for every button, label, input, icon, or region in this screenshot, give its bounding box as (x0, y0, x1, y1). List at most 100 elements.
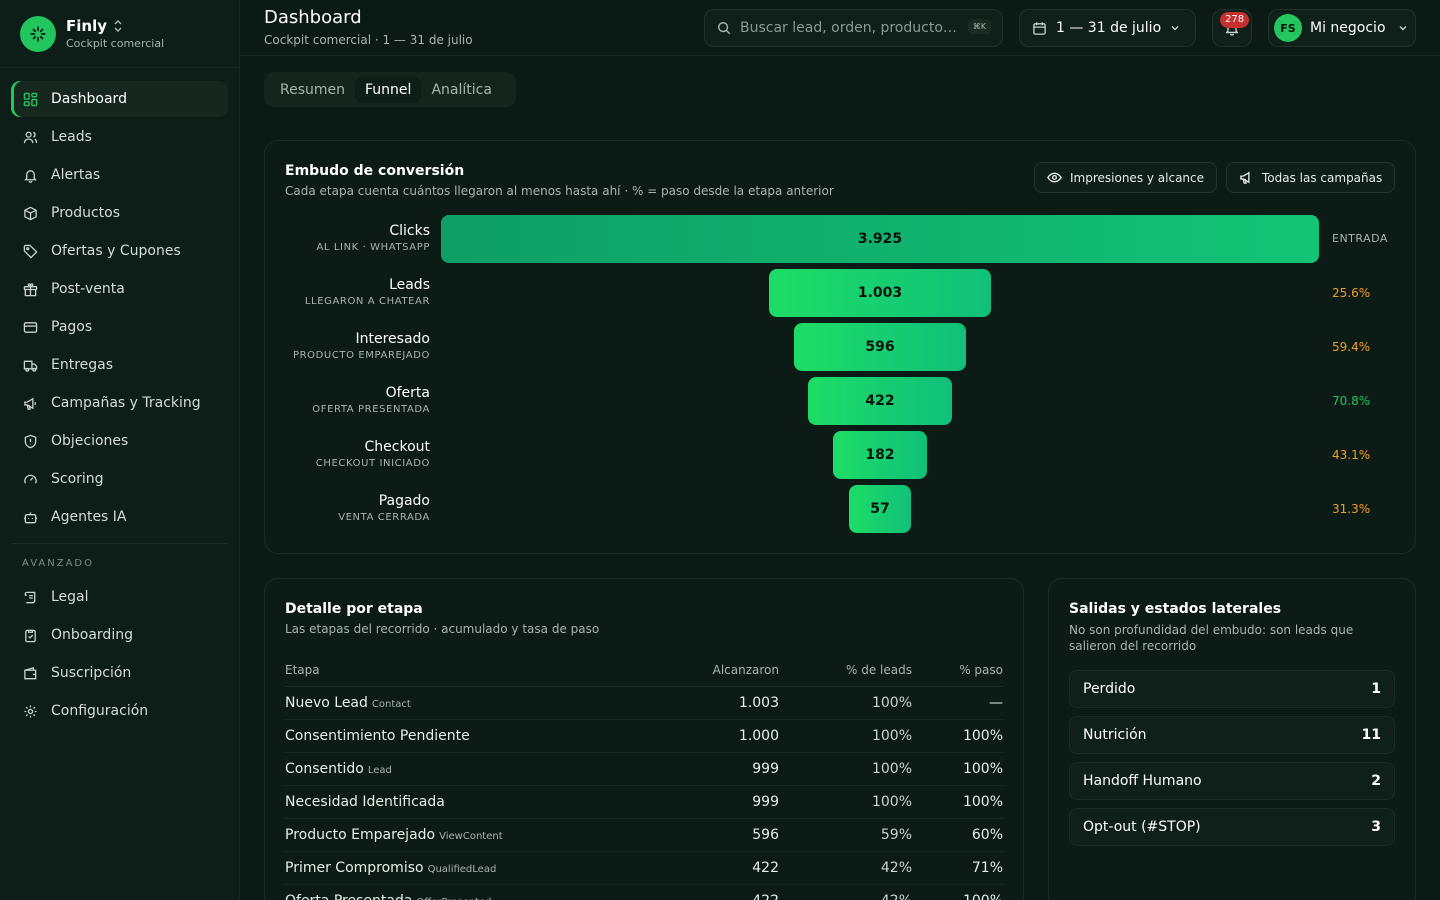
reached-cell: 1.003 (659, 686, 779, 720)
funnel-stage-rate: 43.1% (1332, 448, 1371, 462)
funnel-stage-description: OFERTA PRESENTADA (312, 404, 430, 415)
table-row[interactable]: Producto Emparejado ViewContent 596 59% 60% (285, 818, 1003, 852)
funnel-stage-row: Oferta OFERTA PRESENTADA 422 70.8% (265, 377, 1417, 425)
exit-item[interactable]: Nutrición 11 (1069, 716, 1395, 754)
wallet-icon (22, 665, 38, 681)
sidebar-item-postventa[interactable]: Post-venta (11, 271, 228, 307)
sidebar-item-label: Dashboard (51, 91, 127, 107)
page-subtitle: Cockpit comercial · 1 — 31 de julio (264, 33, 473, 47)
exit-item[interactable]: Perdido 1 (1069, 670, 1395, 708)
funnel-stage-description: LLEGARON A CHATEAR (304, 296, 430, 307)
brand-logo-icon (20, 15, 56, 52)
sidebar-item-entregas[interactable]: Entregas (11, 347, 228, 383)
sidebar-item-alertas[interactable]: Alertas (11, 157, 228, 193)
exit-label: Opt-out (#STOP) (1083, 819, 1201, 835)
stage-name: Necesidad Identificada (285, 793, 445, 810)
funnel-bar[interactable]: 3.925 (441, 215, 1319, 263)
funnel-stage-name: Pagado (378, 493, 430, 509)
sidebar-item-onboarding[interactable]: Onboarding (11, 617, 228, 653)
reached-cell: 422 (659, 851, 779, 885)
sidebar-item-label: Alertas (51, 167, 101, 183)
funnel-stage-rate: 31.3% (1332, 502, 1371, 516)
sidebar-item-label: Post-venta (51, 281, 125, 297)
megaphone-icon (1239, 170, 1254, 185)
brand[interactable]: Finly Cockpit comercial (0, 0, 239, 68)
funnel-stage-description: AL LINK · WHATSAPP (316, 242, 430, 253)
search-bar[interactable]: ⌘K (704, 9, 1003, 47)
table-row[interactable]: Oferta Presentada OfferPresented 42242%100… (285, 884, 1003, 900)
chevron-down-icon (1170, 23, 1180, 33)
exit-item[interactable]: Handoff Humano 2 (1069, 762, 1395, 800)
sidebar-item-label: Scoring (51, 471, 104, 487)
tab-analitica[interactable]: Analítica (431, 81, 492, 98)
funnel-bar[interactable]: 596 (794, 323, 966, 371)
pct-step-cell: 71% (912, 851, 1003, 885)
date-range-button[interactable]: 1 — 31 de julio (1019, 9, 1196, 47)
stage-cell: Consentido Lead (285, 752, 659, 786)
sidebar-item-configuracion[interactable]: Configuración (11, 693, 228, 729)
sidebar-item-label: Suscripción (51, 665, 132, 681)
reached-cell: 422 (659, 884, 779, 900)
search-input[interactable] (740, 20, 960, 36)
funnel-bar[interactable]: 422 (808, 377, 952, 425)
stage-cell: Producto Emparejado ViewContent (285, 818, 659, 852)
funnel-stage-rate: ENTRADA (1332, 232, 1388, 245)
funnel-bar-value: 1.003 (857, 285, 903, 301)
sidebar-item-legal[interactable]: Legal (11, 579, 228, 615)
sidebar-item-scoring[interactable]: Scoring (11, 461, 228, 497)
exit-label: Nutrición (1083, 727, 1147, 743)
table-row[interactable]: Consentimiento Pendiente 1.000 100% 100% (285, 719, 1003, 753)
top-header: Dashboard Cockpit comercial · 1 — 31 de … (240, 0, 1440, 56)
brand-subtitle: Cockpit comercial (66, 37, 165, 50)
funnel-title: Embudo de conversión (285, 163, 465, 179)
tab-funnel[interactable]: Funnel (355, 76, 422, 103)
sidebar-item-dashboard[interactable]: Dashboard (11, 81, 228, 117)
sidebar-item-agentes[interactable]: Agentes IA (11, 499, 228, 535)
sidebar-item-ofertas[interactable]: Ofertas y Cupones (11, 233, 228, 269)
table-row[interactable]: Necesidad Identificada 999 100% 100% (285, 785, 1003, 819)
card-icon (22, 319, 38, 335)
sidebar-item-productos[interactable]: Productos (11, 195, 228, 231)
reached-cell: 999 (659, 785, 779, 819)
sidebar-item-label: Legal (51, 589, 89, 605)
exits-subtitle: No son profundidad del embudo: son leads… (1069, 623, 1354, 653)
reached-cell: 1.000 (659, 719, 779, 753)
table-row[interactable]: Primer Compromiso QualifiedLead 422 42% 71% (285, 851, 1003, 885)
tab-resumen[interactable]: Resumen (280, 81, 346, 98)
campaign-filter-button[interactable]: Todas las campañas (1226, 162, 1396, 193)
funnel-stage-name: Interesado (355, 331, 431, 347)
funnel-bar[interactable]: 182 (832, 431, 928, 479)
sidebar-item-objeciones[interactable]: Objeciones (11, 423, 228, 459)
page-title: Dashboard (264, 7, 362, 28)
funnel-stage-name: Clicks (389, 223, 430, 239)
funnel-bar-value: 596 (865, 339, 895, 355)
exit-item[interactable]: Opt-out (#STOP) 3 (1069, 808, 1395, 846)
funnel-stage-description: CHECKOUT INICIADO (315, 458, 430, 469)
sidebar-item-suscripcion[interactable]: Suscripción (11, 655, 228, 691)
table-row[interactable]: Nuevo Lead Contact 1.003 100% — (285, 686, 1003, 720)
sidebar-item-pagos[interactable]: Pagos (11, 309, 228, 345)
stage-cell: Primer Compromiso QualifiedLead (285, 851, 659, 885)
funnel-stage-description: VENTA CERRADA (338, 512, 430, 523)
funnel-stage-name: Leads (389, 277, 430, 293)
exit-count: 2 (1371, 773, 1381, 789)
funnel-bar[interactable]: 1.003 (769, 269, 991, 317)
pct-leads-cell: 59% (779, 818, 912, 852)
funnel-stage-row: Pagado VENTA CERRADA 57 31.3% (265, 485, 1417, 533)
funnel-bar-value: 3.925 (857, 231, 903, 247)
funnel-bar[interactable]: 57 (849, 485, 911, 533)
sidebar-item-leads[interactable]: Leads (11, 119, 228, 155)
shield-icon (22, 433, 38, 449)
exit-label: Handoff Humano (1083, 773, 1202, 789)
sidebar-item-campanas[interactable]: Campañas y Tracking (11, 385, 228, 421)
reach-filter-button[interactable]: Impresiones y alcance (1034, 162, 1218, 193)
view-tabs: Resumen Funnel Analítica (264, 72, 516, 107)
pct-leads-cell: 100% (779, 752, 912, 786)
stage-name: Consentimiento Pendiente (285, 727, 470, 744)
table-row[interactable]: Consentido Lead 999 100% 100% (285, 752, 1003, 786)
detail-table: Etapa Alcanzaron % de leads % paso Nuevo… (285, 654, 1003, 900)
calendar-icon (1032, 21, 1047, 36)
user-menu-button[interactable]: FS Mi negocio (1268, 9, 1416, 47)
reach-filter-label: Impresiones y alcance (1070, 170, 1205, 185)
gift-icon (22, 281, 38, 297)
